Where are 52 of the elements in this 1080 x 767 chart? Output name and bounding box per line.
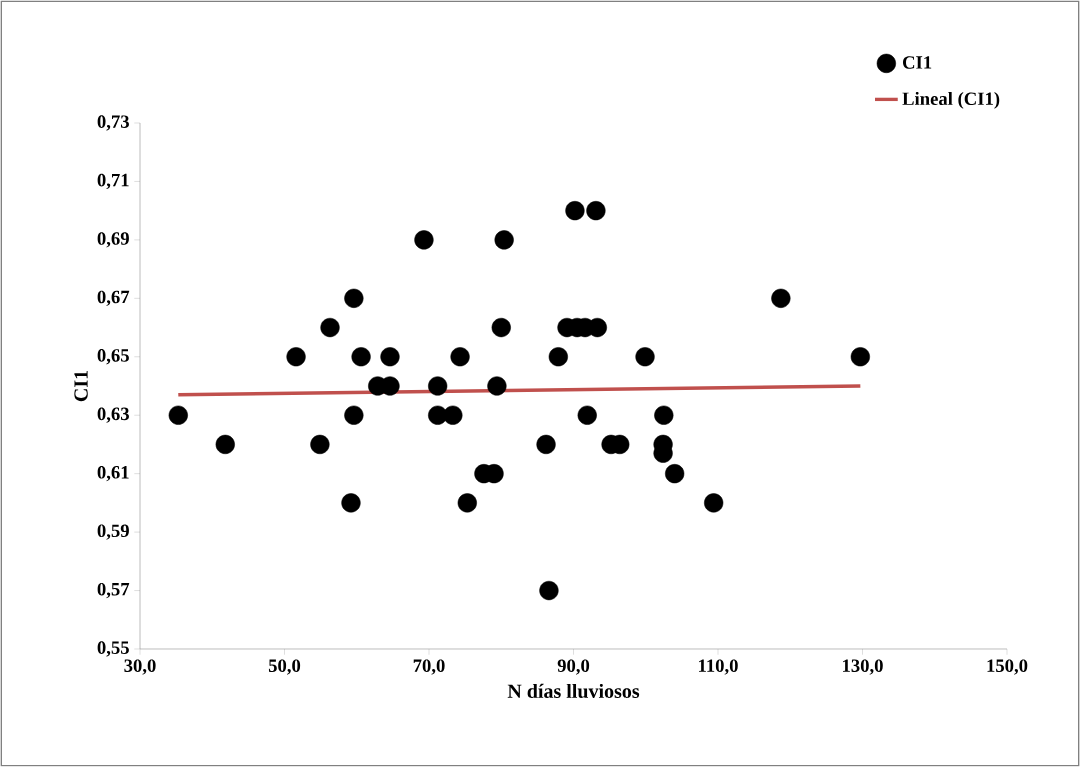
point bbox=[536, 434, 556, 455]
point bbox=[539, 580, 559, 601]
point bbox=[457, 493, 477, 513]
point bbox=[380, 376, 400, 396]
point bbox=[586, 201, 606, 221]
point bbox=[850, 347, 870, 367]
point bbox=[487, 376, 507, 396]
point bbox=[310, 434, 330, 455]
point bbox=[665, 464, 685, 484]
point bbox=[565, 201, 585, 221]
point bbox=[704, 493, 724, 513]
point bbox=[491, 317, 511, 338]
point bbox=[428, 376, 448, 396]
legend-label: CI1 bbox=[903, 56, 932, 69]
point bbox=[494, 230, 514, 250]
point bbox=[344, 405, 364, 425]
y-tick-label: 0,71 bbox=[97, 173, 129, 190]
point bbox=[414, 230, 434, 250]
point bbox=[771, 288, 791, 308]
y-tick-label: 0,63 bbox=[97, 407, 129, 423]
y-tick-label: 0,67 bbox=[97, 290, 130, 306]
point bbox=[215, 434, 235, 455]
point bbox=[168, 405, 188, 425]
x-axis-title: N días lluviosos bbox=[507, 683, 640, 699]
point bbox=[654, 405, 674, 425]
x-tick-label: 110,0 bbox=[699, 659, 738, 675]
point bbox=[380, 347, 400, 367]
y-tick-label: 0,73 bbox=[97, 115, 129, 131]
y-tick-label: 0,61 bbox=[97, 466, 129, 482]
x-tick-label: 50,0 bbox=[268, 659, 301, 675]
point bbox=[577, 405, 597, 425]
point bbox=[450, 347, 470, 367]
x-tick-label: 70,0 bbox=[413, 659, 445, 675]
point bbox=[548, 347, 568, 367]
y-tick-label: 0,59 bbox=[97, 524, 129, 540]
point bbox=[351, 347, 371, 367]
y-axis-title: CI1 bbox=[74, 370, 88, 402]
y-tick-label: 0,69 bbox=[97, 232, 129, 248]
x-tick-label: 90,0 bbox=[557, 659, 590, 675]
x-tick-label: 150,0 bbox=[987, 659, 1028, 675]
point bbox=[443, 405, 463, 425]
point bbox=[635, 347, 655, 367]
point bbox=[320, 317, 340, 338]
y-tick-label: 0,57 bbox=[97, 582, 130, 599]
point bbox=[286, 347, 306, 367]
y-tick-label: 0,65 bbox=[97, 349, 129, 365]
x-tick-label: 130,0 bbox=[843, 659, 883, 675]
y-tick-label: 0,55 bbox=[97, 641, 129, 657]
x-tick-label: 30,0 bbox=[124, 659, 156, 675]
legend-label: Lineal (CI1) bbox=[902, 91, 1000, 109]
point bbox=[344, 288, 364, 308]
point bbox=[341, 493, 361, 513]
